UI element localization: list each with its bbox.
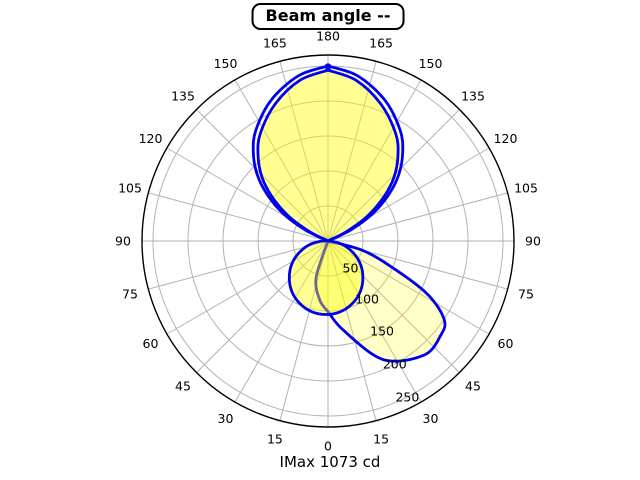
- angle-tick-label-30-l: 30: [218, 411, 234, 426]
- angle-tick-label-120-r: 120: [494, 131, 518, 146]
- angle-tick-label-45-l: 45: [175, 379, 191, 394]
- grid-spoke-330: [234, 240, 329, 403]
- angle-tick-label-180-r: 180: [316, 29, 340, 44]
- radial-tick-label-200: 200: [383, 357, 407, 372]
- lobe-side-lobe-right: [314, 239, 447, 363]
- lobe-main-lobe-outer: [251, 63, 405, 243]
- imax-label: IMax 1073 cd: [279, 453, 381, 471]
- angle-tick-label-135-r: 135: [461, 89, 485, 104]
- radial-tick-label-50: 50: [343, 260, 359, 275]
- grid-spoke-105: [327, 192, 508, 242]
- chart-title-box: Beam angle --: [251, 3, 405, 30]
- grid-spoke-150: [327, 79, 422, 242]
- angle-tick-label-165-r: 165: [369, 36, 393, 51]
- angle-tick-label-75-l: 75: [122, 287, 138, 302]
- angle-tick-label-165-l: 165: [263, 36, 287, 51]
- grid-spoke-30: [327, 240, 422, 403]
- chart-title: Beam angle --: [265, 6, 391, 25]
- angle-tick-label-90-r: 90: [525, 234, 541, 249]
- angle-tick-label-75-r: 75: [518, 287, 534, 302]
- angle-tick-label-15-l: 15: [267, 432, 283, 447]
- polar-frame-circle: [141, 54, 515, 428]
- angle-tick-label-90-l: 90: [115, 234, 131, 249]
- angle-tick-label-105-l: 105: [118, 180, 142, 195]
- angle-tick-label-45-r: 45: [465, 379, 481, 394]
- angle-tick-label-120-l: 120: [139, 131, 163, 146]
- grid-spoke-45: [327, 240, 460, 373]
- angle-tick-label-150-r: 150: [419, 56, 443, 71]
- angle-tick-label-60-r: 60: [498, 336, 514, 351]
- grid-spoke-210: [234, 79, 329, 242]
- grid-spoke-345: [279, 240, 329, 421]
- angle-tick-label-15-r: 15: [373, 432, 389, 447]
- grid-spoke-300: [166, 240, 329, 335]
- radial-tick-label-150: 150: [370, 324, 394, 339]
- grid-spoke-15: [327, 240, 377, 421]
- grid-spoke-255: [148, 192, 329, 242]
- angle-tick-label-30-r: 30: [423, 411, 439, 426]
- angle-tick-label-135-l: 135: [171, 89, 195, 104]
- angle-tick-label-60-l: 60: [143, 336, 159, 351]
- angle-tick-label-150-l: 150: [214, 56, 238, 71]
- lobe-down-lobe: [287, 239, 365, 316]
- lobe-main-lobe-inner: [256, 67, 400, 243]
- grid-spoke-285: [148, 240, 329, 290]
- angle-tick-label-105-r: 105: [514, 180, 538, 195]
- grid-spoke-315: [196, 240, 329, 373]
- radial-tick-label-100: 100: [355, 292, 379, 307]
- angle-tick-label-0-r: 0: [324, 439, 332, 454]
- radial-tick-label-250: 250: [395, 389, 419, 404]
